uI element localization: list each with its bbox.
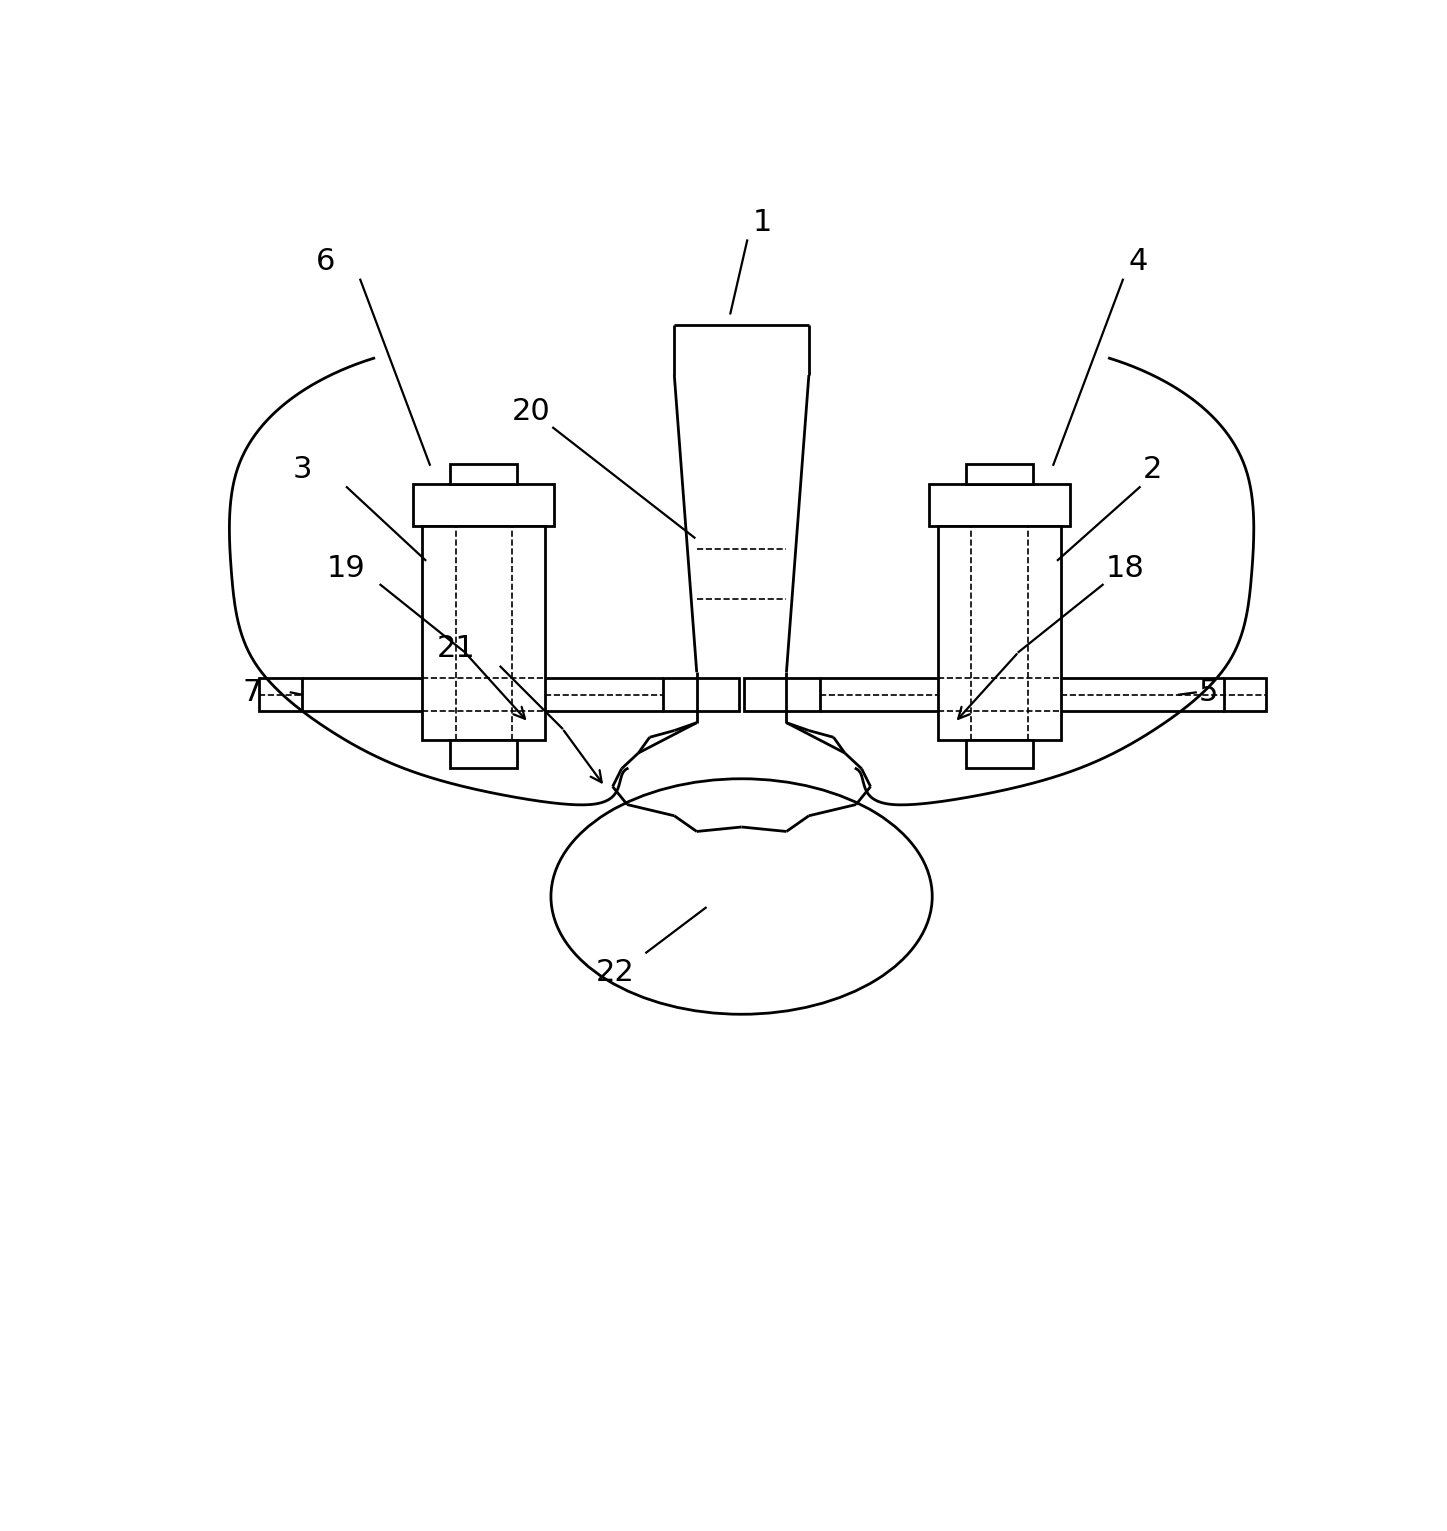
Text: 21: 21 <box>437 634 475 663</box>
Text: 5: 5 <box>1200 678 1218 707</box>
Text: 6: 6 <box>315 248 334 277</box>
Bar <box>450 464 518 484</box>
Bar <box>744 678 820 712</box>
Text: 19: 19 <box>327 554 366 582</box>
Bar <box>938 527 1061 739</box>
Bar <box>412 484 554 527</box>
Bar <box>967 464 1033 484</box>
Bar <box>1224 678 1266 712</box>
Text: 3: 3 <box>292 455 313 484</box>
Text: 18: 18 <box>1106 554 1145 582</box>
Bar <box>929 484 1071 527</box>
Text: 20: 20 <box>512 397 550 426</box>
Bar <box>423 527 546 739</box>
Bar <box>663 678 739 712</box>
Text: 1: 1 <box>752 208 773 237</box>
Text: 7: 7 <box>243 678 262 707</box>
Text: 4: 4 <box>1129 248 1147 277</box>
Text: 2: 2 <box>1143 455 1162 484</box>
Bar <box>967 739 1033 767</box>
Text: 22: 22 <box>596 958 635 987</box>
Bar <box>259 678 302 712</box>
Bar <box>450 739 518 767</box>
